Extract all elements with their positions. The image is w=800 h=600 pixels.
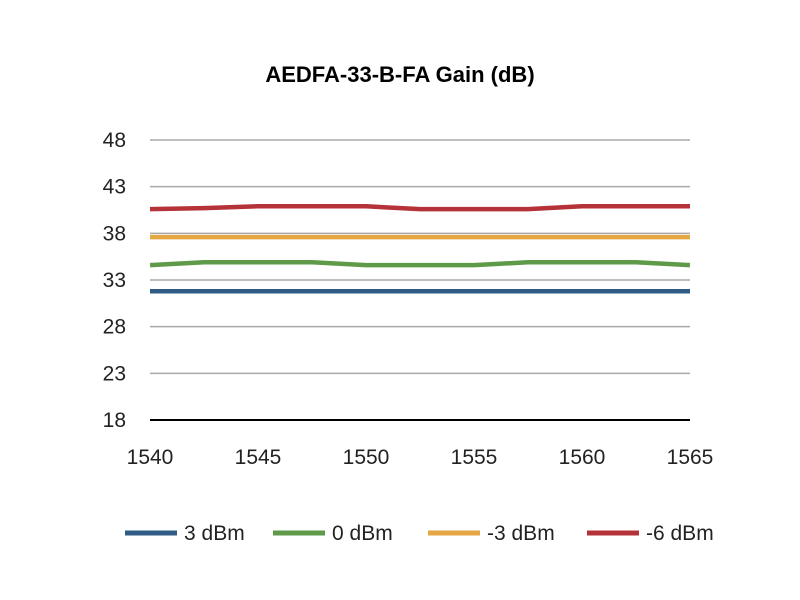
x-tick-label-2: 1550 <box>343 446 390 469</box>
legend-label-3: -6 dBm <box>646 522 714 545</box>
series-line-3 <box>149 204 690 212</box>
y-tick-label-3: 33 <box>103 269 126 292</box>
y-tick-label-0: 48 <box>103 129 126 152</box>
x-axis-ticks: 1540 1545 1550 1555 1560 1565 <box>127 446 714 469</box>
y-tick-label-1: 43 <box>103 176 126 199</box>
legend-label-2: -3 dBm <box>487 522 555 545</box>
x-tick-label-1: 1545 <box>235 446 282 469</box>
x-tick-label-5: 1565 <box>667 446 714 469</box>
x-tick-label-4: 1560 <box>559 446 606 469</box>
series-lines <box>149 204 691 294</box>
gridlines <box>150 139 690 421</box>
x-tick-label-0: 1540 <box>127 446 174 469</box>
legend-label-0: 3 dBm <box>184 522 245 545</box>
y-tick-label-6: 18 <box>103 409 126 432</box>
chart-title: AEDFA-33-B-FA Gain (dB) <box>265 62 535 87</box>
y-tick-label-2: 38 <box>103 222 126 245</box>
series-line-1 <box>149 260 691 268</box>
y-tick-label-5: 23 <box>103 362 126 385</box>
y-tick-label-4: 28 <box>103 316 126 339</box>
legend-label-1: 0 dBm <box>332 522 393 545</box>
y-axis-ticks: 48 43 38 33 28 23 18 <box>103 129 126 432</box>
legend: 3 dBm 0 dBm -3 dBm -6 dBm <box>125 522 714 545</box>
x-tick-label-3: 1555 <box>451 446 498 469</box>
